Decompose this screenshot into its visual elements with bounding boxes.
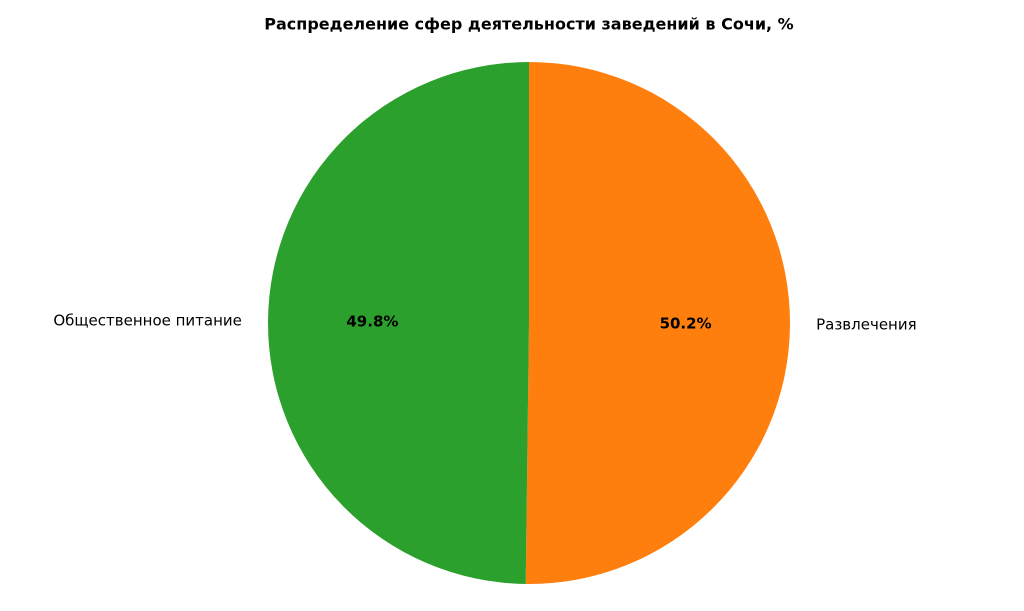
pie-slice: [268, 62, 529, 584]
slice-value-label: 50.2%: [660, 314, 712, 332]
chart-title: Распределение сфер деятельности заведени…: [264, 15, 793, 34]
slice-value-label: 49.8%: [346, 313, 398, 331]
slice-category-label: Общественное питание: [53, 312, 242, 330]
slice-category-label: Развлечения: [816, 315, 917, 333]
pie-slice: [525, 61, 791, 585]
